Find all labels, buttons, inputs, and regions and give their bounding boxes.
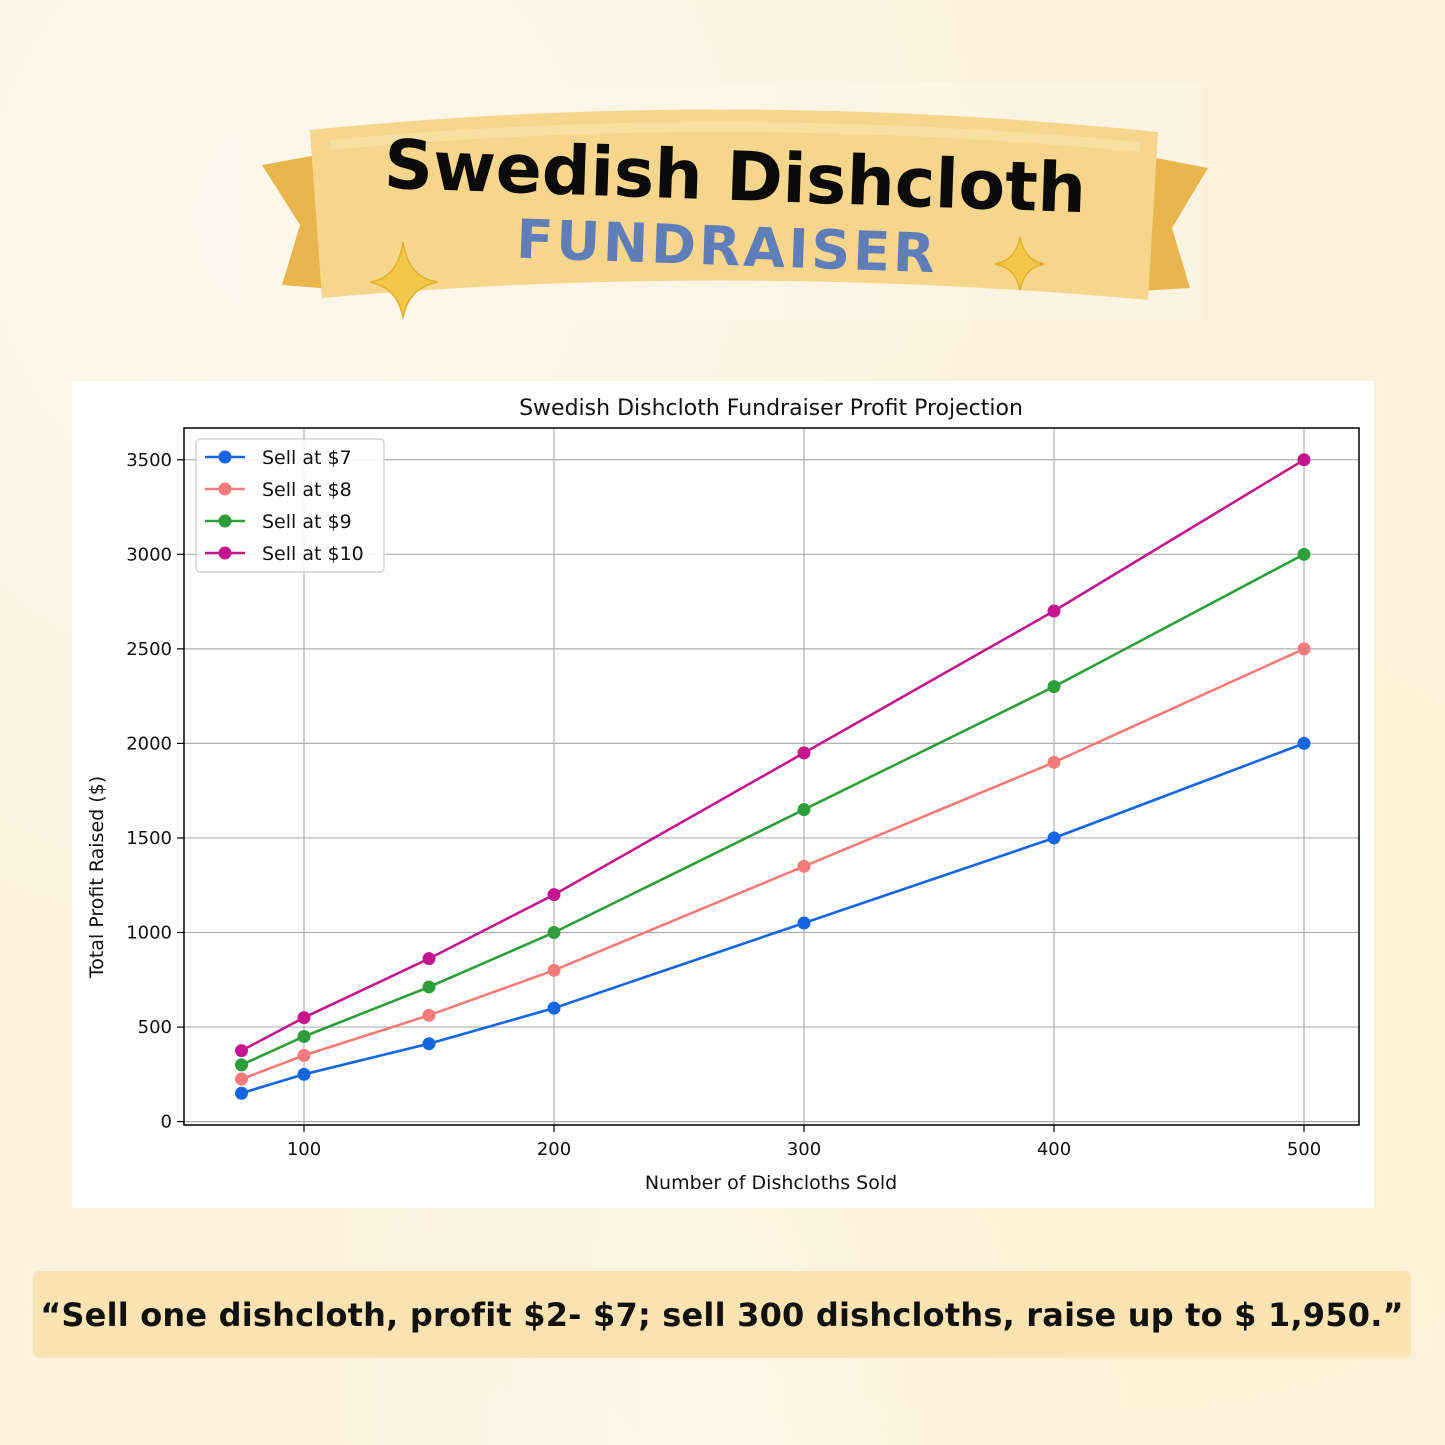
header-banner: Swedish Dishcloth FUNDRAISER	[242, 82, 1208, 320]
data-point	[235, 1044, 248, 1058]
data-point	[797, 803, 811, 817]
data-point	[547, 1001, 561, 1015]
data-point	[235, 1086, 248, 1100]
banner-subtitle: FUNDRAISER	[515, 208, 939, 286]
data-point	[422, 952, 436, 966]
y-tick-label: 3000	[126, 544, 172, 565]
y-tick-label: 2500	[126, 639, 172, 660]
chart-card: Swedish Dishcloth Fundraiser Profit Proj…	[72, 381, 1374, 1208]
data-point	[422, 1008, 436, 1022]
series-line-4	[240, 458, 1305, 1052]
legend-swatch-marker	[218, 546, 232, 560]
chart-title: Swedish Dishcloth Fundraiser Profit Proj…	[519, 396, 1023, 421]
x-tick-label: 100	[287, 1139, 321, 1160]
legend-label: Sell at $8	[262, 479, 352, 501]
data-point	[297, 1011, 311, 1025]
data-point	[297, 1030, 311, 1044]
data-point	[547, 963, 561, 977]
y-tick-label: 2000	[126, 733, 172, 754]
data-point	[422, 980, 436, 994]
data-point	[1047, 755, 1061, 769]
data-point	[1297, 547, 1311, 561]
data-point	[1047, 831, 1061, 845]
data-point	[797, 859, 811, 873]
legend-label: Sell at $9	[262, 511, 352, 533]
series-line-2	[241, 647, 1305, 1081]
data-point	[1047, 680, 1061, 694]
data-point	[1047, 604, 1061, 618]
legend-label: Sell at $7	[262, 447, 352, 469]
data-point	[797, 916, 811, 930]
y-tick-label: 500	[138, 1017, 172, 1038]
series-lines	[235, 453, 1311, 1100]
y-tick-label: 1500	[126, 828, 172, 849]
legend-box	[195, 438, 385, 573]
axis-ticks: 100 200 300 400 500 0 500 1000 1500 2000 2500 3000 3…	[126, 450, 1321, 1160]
y-tick-label: 1000	[126, 923, 172, 944]
data-point	[422, 1037, 436, 1051]
series-line-1	[241, 742, 1305, 1095]
legend-swatch-marker	[218, 482, 232, 496]
quote-text: “Sell one dishcloth, profit $2- $7; sell…	[40, 1295, 1404, 1334]
data-point	[547, 888, 561, 902]
ribbon-highlight	[329, 121, 1141, 152]
data-point	[297, 1067, 311, 1081]
data-point	[235, 1072, 248, 1086]
x-tick-label: 500	[1287, 1139, 1321, 1160]
profit-chart: Swedish Dishcloth Fundraiser Profit Proj…	[86, 396, 1360, 1194]
y-tick-label: 3500	[126, 450, 172, 471]
x-tick-label: 300	[787, 1139, 821, 1160]
y-axis-title: Total Profit Raised ($)	[86, 776, 108, 979]
data-point	[547, 926, 561, 940]
legend-swatch-marker	[218, 514, 232, 528]
data-point	[297, 1048, 311, 1062]
sparkle-left-icon	[369, 241, 439, 319]
data-point	[1297, 642, 1311, 656]
data-point	[235, 1058, 248, 1072]
x-tick-label: 200	[537, 1139, 571, 1160]
x-axis-title: Number of Dishcloths Sold	[645, 1172, 897, 1194]
quote-banner: “Sell one dishcloth, profit $2- $7; sell…	[33, 1271, 1411, 1358]
data-point	[1297, 453, 1311, 467]
plot-frame	[183, 427, 1360, 1126]
y-tick-label: 0	[161, 1112, 172, 1133]
ribbon-body	[310, 109, 1158, 300]
series-line-3	[240, 553, 1305, 1067]
data-point	[797, 746, 811, 760]
grid-lines	[184, 428, 1359, 1125]
chart-legend: Sell at $7 Sell at $8 Sell at $9 Sell at $1…	[195, 438, 385, 573]
sparkle-right-icon	[994, 236, 1045, 291]
x-tick-label: 400	[1037, 1139, 1071, 1160]
legend-label: Sell at $10	[262, 543, 364, 565]
legend-swatch-marker	[218, 450, 232, 464]
data-point	[1297, 736, 1311, 750]
